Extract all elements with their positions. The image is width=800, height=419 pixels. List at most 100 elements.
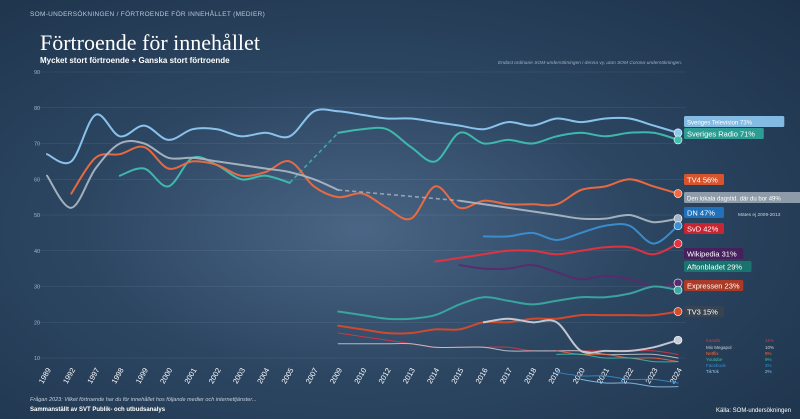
series-line-den-lokala-dagstid-d-r-du-bor — [46, 140, 340, 209]
series-line-aftonbladet — [337, 285, 679, 321]
series-label: SvD 42% — [687, 225, 719, 234]
series-line-sveriges-television — [46, 108, 679, 165]
series-label-box — [684, 248, 744, 259]
series-line-tiktok — [580, 378, 679, 388]
series-label-box — [684, 261, 752, 272]
series-line-sveriges-radio — [337, 126, 679, 163]
y-tick-label: 60 — [34, 177, 40, 183]
series-line-den-lokala-dagstid-d-r-du-bor — [458, 199, 679, 224]
series-end-marker — [673, 285, 683, 295]
series-label: Den lokala dagstid. där du bor 49% — [687, 197, 781, 203]
series-label-box — [684, 128, 764, 139]
series-label: Aftonbladet 29% — [687, 263, 742, 272]
series-line-mix-megapol — [337, 342, 679, 359]
series-line-svd — [434, 242, 679, 263]
x-tick-label: 2007 — [304, 366, 320, 385]
x-tick-label: 2001 — [182, 366, 198, 385]
minor-series-value: 3% — [765, 363, 772, 368]
x-tick-label: 2010 — [352, 366, 368, 385]
minor-series-value: 2% — [765, 369, 772, 374]
source-note: Källa: SOM-undersökningen — [716, 408, 792, 414]
series-end-marker — [673, 239, 683, 248]
minor-series-name: Kanal5 — [706, 338, 721, 343]
series-label: Wikipedia 31% — [687, 250, 737, 259]
series-label-box — [684, 116, 785, 127]
series-end-marker — [673, 128, 683, 138]
series-gap-sveriges-radio — [289, 132, 339, 184]
series-label: TV3 15% — [687, 308, 718, 317]
series-line-youtube — [556, 353, 679, 363]
x-tick-label: 2005 — [279, 366, 295, 385]
series-line-dn — [482, 223, 679, 245]
minor-series-value: 9% — [765, 357, 772, 362]
x-tick-label: 2016 — [474, 366, 490, 385]
annotation-text: Mätes ej 2009-2013 — [738, 212, 781, 218]
series-end-marker — [673, 214, 683, 223]
x-tick-label: 2009 — [328, 366, 344, 385]
series-line-expressen — [337, 310, 679, 335]
series-label: TV4 56% — [687, 176, 718, 185]
x-tick-label: 2000 — [158, 366, 174, 385]
minor-series-name: Facebook — [706, 363, 727, 368]
x-tick-label: 1997 — [85, 366, 101, 385]
y-tick-label: 90 — [34, 70, 40, 76]
y-tick-label: 40 — [34, 249, 40, 255]
y-tick-label: 70 — [34, 142, 40, 148]
minor-series-value: 10% — [765, 345, 774, 350]
breadcrumb: SOM-UNDERSÖKNINGEN / FÖRTROENDE FÖR INNE… — [30, 11, 266, 18]
series-line-facebook — [556, 371, 679, 384]
minor-series-name: Netflix — [706, 351, 719, 356]
x-tick-label: 2002 — [207, 366, 223, 385]
x-tick-label: 1999 — [134, 366, 150, 385]
series-gap-den-lokala-dagstid-d-r-du-bor — [338, 189, 460, 202]
minor-series-value: 9% — [765, 351, 772, 356]
minor-series-value: 11% — [765, 338, 774, 343]
credit: Sammanställt av SVT Publik- och utbudsan… — [30, 407, 166, 413]
x-tick-label: 2013 — [401, 366, 417, 385]
y-tick-label: 50 — [34, 213, 40, 219]
footnote: Frågan 2023: Vilket förtroende har du fö… — [30, 397, 257, 403]
series-line-netflix — [556, 350, 679, 363]
method-note: Endast ordinarie SOM-undersökningen i de… — [498, 61, 683, 66]
series-label: Sveriges Radio 71% — [687, 130, 755, 139]
series-end-marker — [673, 189, 683, 198]
series-label-box — [684, 280, 744, 291]
x-tick-label: 2004 — [255, 366, 271, 385]
y-tick-label: 20 — [34, 320, 40, 326]
series-label: DN 47% — [687, 209, 715, 218]
x-tick-label: 2019 — [546, 366, 562, 385]
series-label-box — [684, 207, 724, 218]
series-end-marker — [673, 278, 683, 288]
series-end-marker — [673, 135, 683, 145]
x-tick-label: 2023 — [643, 366, 659, 385]
x-tick-label: 2015 — [449, 366, 465, 385]
x-tick-label: 1998 — [110, 366, 126, 385]
chart-subtitle: Mycket stort förtroende + Ganska stort f… — [40, 56, 230, 65]
x-tick-label: 1992 — [61, 366, 77, 385]
series-line-wikipedia — [458, 264, 679, 288]
minor-series-name: Mix Megapol — [706, 345, 732, 350]
series-label-box — [684, 174, 724, 185]
x-tick-label: 1989 — [37, 366, 53, 385]
series-label: Sveriges Television 73% — [687, 121, 753, 127]
minor-series-name: Youtube — [706, 357, 723, 362]
series-label: Expressen 23% — [687, 282, 740, 291]
x-tick-label: 2012 — [377, 366, 393, 385]
x-tick-label: 2014 — [425, 366, 441, 385]
series-line-tv3 — [482, 317, 679, 354]
y-tick-label: 30 — [34, 285, 40, 291]
series-label-box — [684, 306, 724, 317]
x-tick-label: 2017 — [498, 366, 514, 385]
series-label-box — [684, 192, 800, 203]
y-tick-label: 10 — [34, 356, 40, 362]
minor-series-name: TikTok — [706, 369, 720, 374]
x-tick-label: 2003 — [231, 366, 247, 385]
y-tick-label: 80 — [34, 106, 40, 112]
series-end-marker — [673, 221, 683, 231]
series-end-marker — [673, 335, 683, 345]
chart-title: Förtroende för innehållet — [40, 30, 260, 55]
series-end-marker — [673, 307, 683, 316]
series-label-box — [684, 223, 724, 234]
